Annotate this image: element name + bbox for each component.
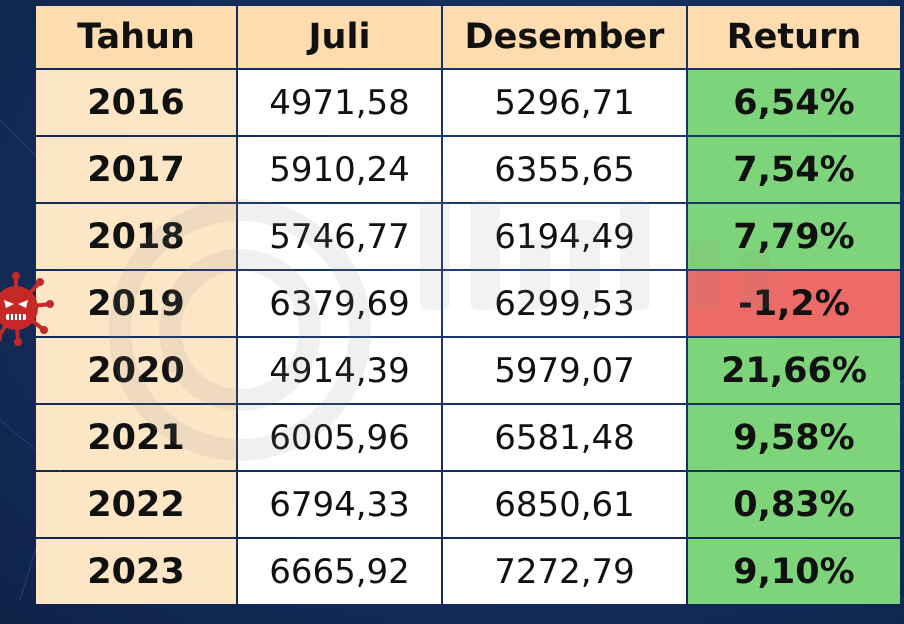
- row-juli: 5746,77: [238, 204, 441, 269]
- row-year: 2022: [36, 472, 236, 537]
- row-return: 0,83%: [688, 472, 900, 537]
- row-juli: 4914,39: [238, 338, 441, 403]
- row-juli: 5910,24: [238, 137, 441, 202]
- row-year: 2016: [36, 70, 236, 135]
- row-desember: 6299,53: [443, 271, 686, 336]
- row-return: 21,66%: [688, 338, 900, 403]
- row-year: 2018: [36, 204, 236, 269]
- row-juli: 6665,92: [238, 539, 441, 604]
- row-year: 2019: [36, 271, 236, 336]
- row-return: 9,58%: [688, 405, 900, 470]
- row-juli: 6005,96: [238, 405, 441, 470]
- header-juli: Juli: [238, 6, 441, 68]
- header-desember: Desember: [443, 6, 686, 68]
- row-return: 6,54%: [688, 70, 900, 135]
- row-year: 2023: [36, 539, 236, 604]
- header-tahun: Tahun: [36, 6, 236, 68]
- row-return: -1,2%: [688, 271, 900, 336]
- row-desember: 6850,61: [443, 472, 686, 537]
- row-desember: 6194,49: [443, 204, 686, 269]
- row-desember: 5296,71: [443, 70, 686, 135]
- row-return: 7,79%: [688, 204, 900, 269]
- angry-virus-icon: [0, 272, 54, 346]
- row-year: 2020: [36, 338, 236, 403]
- row-return: 9,10%: [688, 539, 900, 604]
- row-return: 7,54%: [688, 137, 900, 202]
- row-year: 2017: [36, 137, 236, 202]
- return-table: Tahun Juli Desember Return 2016 4971,58 …: [36, 6, 900, 604]
- row-desember: 7272,79: [443, 539, 686, 604]
- row-year: 2021: [36, 405, 236, 470]
- row-desember: 5979,07: [443, 338, 686, 403]
- row-juli: 6794,33: [238, 472, 441, 537]
- row-desember: 6355,65: [443, 137, 686, 202]
- header-return: Return: [688, 6, 900, 68]
- row-juli: 6379,69: [238, 271, 441, 336]
- row-desember: 6581,48: [443, 405, 686, 470]
- row-juli: 4971,58: [238, 70, 441, 135]
